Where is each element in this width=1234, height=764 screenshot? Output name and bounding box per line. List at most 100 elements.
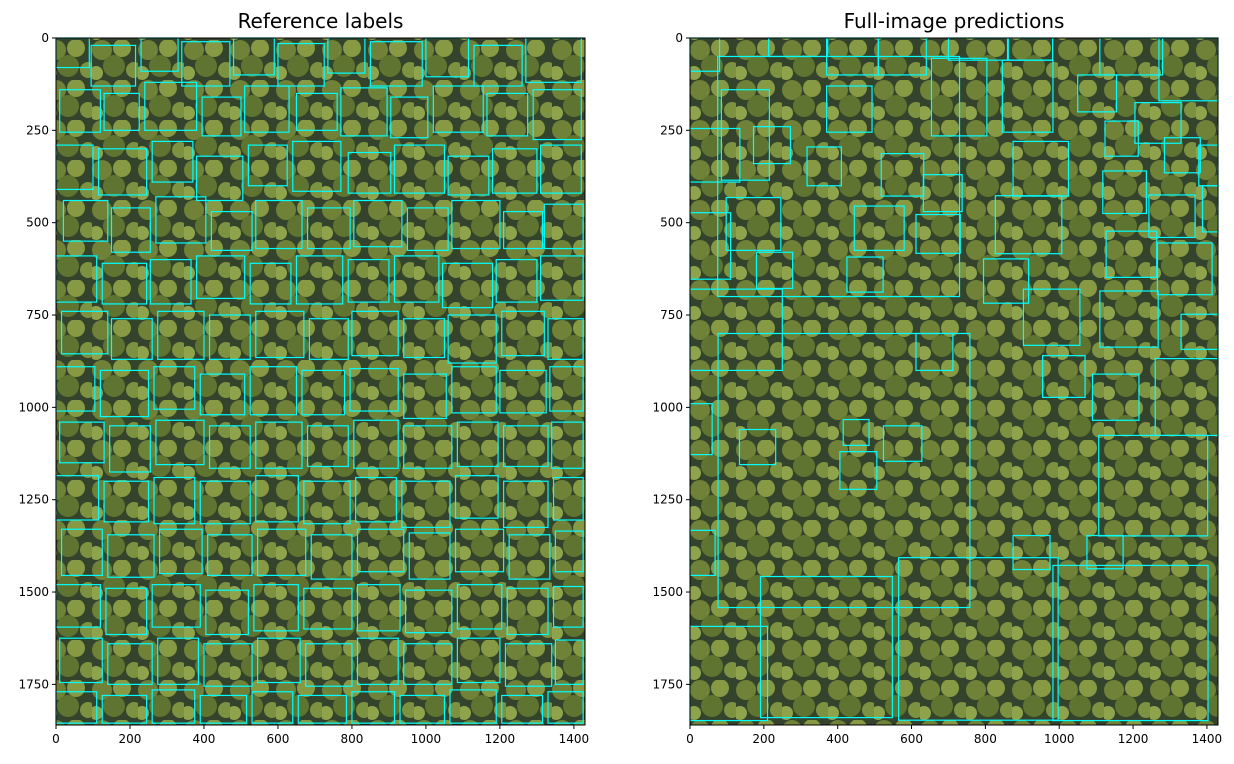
bounding-box xyxy=(473,44,523,87)
bounding-box xyxy=(1042,355,1086,398)
bounding-box xyxy=(1098,434,1209,537)
bounding-box xyxy=(432,85,484,133)
bounding-box xyxy=(97,148,148,196)
bounding-box xyxy=(301,369,346,416)
bounding-box xyxy=(399,694,446,724)
bounding-box xyxy=(451,199,501,250)
bounding-box xyxy=(208,314,251,360)
bounding-box xyxy=(549,366,584,412)
bounding-box xyxy=(393,144,446,194)
bounding-box xyxy=(532,89,582,141)
x-tick-label: 600 xyxy=(267,732,290,746)
image xyxy=(690,38,1218,725)
x-tick-label: 1400 xyxy=(559,732,590,746)
bounding-box xyxy=(853,205,905,251)
bounding-box xyxy=(752,126,792,165)
x-tick-label: 400 xyxy=(193,732,216,746)
bounding-box xyxy=(90,44,137,87)
y-tick-label: 0 xyxy=(675,31,683,45)
bounding-box xyxy=(306,207,351,250)
bounding-box xyxy=(839,451,878,490)
x-tick-label: 200 xyxy=(752,732,775,746)
bounding-box xyxy=(207,534,253,577)
bounding-box xyxy=(110,207,151,253)
bounding-box xyxy=(495,259,538,303)
bounding-box xyxy=(149,259,192,305)
bounding-box xyxy=(151,689,196,724)
y-tick-label: 1750 xyxy=(18,677,49,691)
bounding-box xyxy=(107,534,155,578)
bounding-box xyxy=(101,694,148,724)
x-tick-label: 800 xyxy=(974,732,997,746)
y-tick-label: 750 xyxy=(26,308,49,322)
bounding-box xyxy=(1077,74,1118,113)
x-tick-label: 1400 xyxy=(1192,732,1223,746)
bounding-box xyxy=(930,57,988,137)
bounding-box xyxy=(277,42,325,87)
bounding-box xyxy=(356,528,405,573)
bounding-box xyxy=(501,310,545,357)
bounding-box xyxy=(503,210,544,250)
x-tick-label: 1000 xyxy=(1044,732,1075,746)
bounding-box xyxy=(103,92,140,131)
x-tick-label: 600 xyxy=(900,732,923,746)
y-tick-label: 1250 xyxy=(652,493,683,507)
bounding-box xyxy=(1022,288,1081,346)
bounding-box xyxy=(915,213,961,254)
bounding-box xyxy=(499,369,547,414)
y-tick-label: 0 xyxy=(41,31,49,45)
bounding-box xyxy=(755,251,794,290)
bounding-box xyxy=(257,528,307,577)
bounding-box xyxy=(107,643,153,685)
bounding-box xyxy=(247,144,288,187)
bounding-box xyxy=(349,367,399,412)
bounding-box xyxy=(551,421,584,469)
bounding-box xyxy=(406,207,449,251)
y-tick-label: 1500 xyxy=(18,585,49,599)
bounding-box xyxy=(503,425,549,468)
y-tick-label: 1000 xyxy=(18,400,49,414)
bounding-box xyxy=(158,528,203,575)
bounding-box xyxy=(451,366,497,414)
bounding-box xyxy=(155,196,207,244)
bounding-box xyxy=(508,534,551,580)
bounding-box xyxy=(355,476,397,523)
y-tick-label: 1000 xyxy=(652,400,683,414)
x-tick-label: 1200 xyxy=(1118,732,1149,746)
image xyxy=(56,38,585,725)
bounding-box xyxy=(347,151,392,194)
bounding-box xyxy=(447,155,490,196)
bounding-box xyxy=(1163,137,1201,174)
bounding-box xyxy=(842,418,870,446)
y-tick-label: 500 xyxy=(26,216,49,230)
axes-frame xyxy=(689,37,1219,726)
y-tick-label: 500 xyxy=(660,216,683,230)
axes-frame xyxy=(55,37,586,726)
bounding-box xyxy=(251,691,294,724)
bounding-box xyxy=(144,81,198,131)
bounding-box xyxy=(306,425,349,468)
bounding-box xyxy=(1104,120,1139,157)
bounding-box xyxy=(994,195,1063,255)
bounding-box xyxy=(456,421,499,468)
bounding-box xyxy=(195,255,246,299)
bounding-box xyxy=(297,694,347,724)
bounding-box xyxy=(353,419,399,469)
bounding-box xyxy=(351,310,399,357)
bounding-box xyxy=(441,262,494,309)
bounding-box xyxy=(295,92,338,131)
bounding-box xyxy=(356,637,399,685)
bounding-box xyxy=(351,691,396,724)
bounding-box xyxy=(1052,564,1209,722)
bounding-box xyxy=(356,584,401,632)
bounding-box xyxy=(201,96,242,137)
bounding-box xyxy=(552,585,584,628)
bounding-box xyxy=(249,262,292,305)
bounding-box xyxy=(303,480,351,525)
x-tick-label: 200 xyxy=(119,732,142,746)
x-tick-label: 400 xyxy=(826,732,849,746)
bounding-box xyxy=(308,318,349,360)
bounding-box xyxy=(503,480,549,528)
bounding-box xyxy=(491,148,538,194)
x-tick-label: 1200 xyxy=(485,732,516,746)
